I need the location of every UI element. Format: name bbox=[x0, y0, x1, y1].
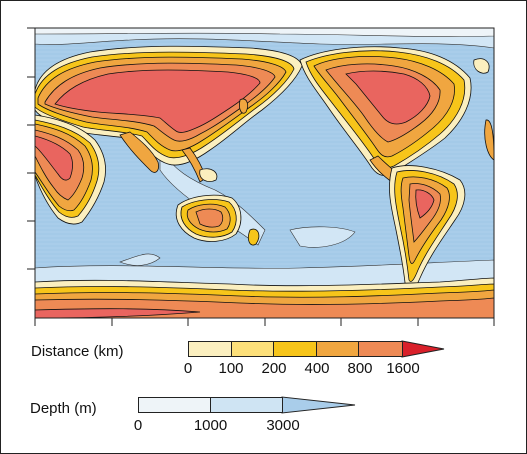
distance-legend-segment bbox=[359, 342, 403, 356]
depth-legend-segment bbox=[210, 398, 282, 412]
distance-legend-segment bbox=[274, 342, 317, 356]
south-america bbox=[389, 165, 466, 294]
depth-legend-tick-label: 0 bbox=[133, 417, 143, 434]
depth-legend-tick-label: 1000 bbox=[193, 417, 228, 434]
distance-legend-arrow bbox=[401, 340, 445, 358]
distance-legend-title: Distance (km) bbox=[31, 343, 124, 360]
eurasia bbox=[35, 45, 303, 183]
depth-legend-tick-label: 3000 bbox=[266, 417, 300, 434]
depth-legend-title: Depth (m) bbox=[30, 400, 97, 417]
distance-legend-tick-label: 0 bbox=[183, 360, 193, 377]
distance-legend-tick-label: 400 bbox=[304, 360, 330, 377]
distance-legend-tick-label: 800 bbox=[347, 360, 373, 377]
africa bbox=[35, 114, 494, 225]
distance-legend-segment bbox=[316, 342, 360, 356]
antarctica bbox=[35, 277, 494, 318]
distance-legend-segment bbox=[189, 342, 232, 356]
distance-legend-bar bbox=[188, 341, 403, 357]
distance-legend-tick-label: 1600 bbox=[386, 360, 420, 377]
australia bbox=[175, 194, 242, 242]
distance-legend-tick-label: 100 bbox=[218, 360, 244, 377]
map-border bbox=[34, 27, 495, 319]
map-axes bbox=[27, 27, 495, 326]
depth-legend-arrow bbox=[281, 396, 356, 414]
distance-legend-segment bbox=[231, 342, 275, 356]
depth-legend-segment bbox=[139, 398, 211, 412]
islands bbox=[199, 58, 490, 246]
map-body bbox=[35, 28, 494, 318]
distance-legend-tick-label: 200 bbox=[261, 360, 287, 377]
depth-legend-bar bbox=[138, 397, 283, 413]
north-america bbox=[299, 46, 472, 187]
